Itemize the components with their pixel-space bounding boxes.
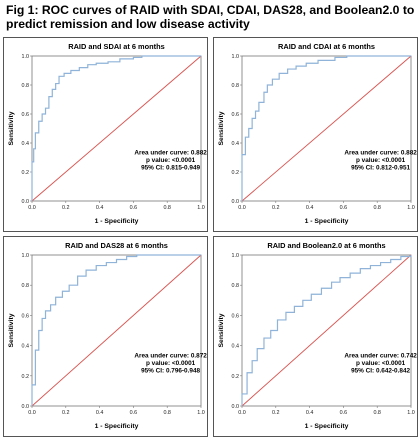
x-tick-label: 0.8 xyxy=(373,205,381,211)
auc-annotation-line: p value: <0.0001 xyxy=(356,360,406,367)
y-axis-label: Sensitivity xyxy=(8,111,15,145)
y-tick-label: 0.4 xyxy=(22,141,30,147)
x-tick-label: 0.8 xyxy=(163,205,171,211)
x-tick-label: 0.4 xyxy=(96,205,104,211)
x-tick-label: 0.6 xyxy=(130,410,138,416)
auc-annotation-line: 95% CI: 0.812-0.951 xyxy=(351,165,410,172)
x-tick-label: 0.6 xyxy=(340,410,348,416)
y-tick-label: 1.0 xyxy=(22,54,30,60)
reference-line xyxy=(31,254,202,407)
y-tick-label: 0.0 xyxy=(232,404,240,410)
y-tick-label: 0.8 xyxy=(22,283,30,289)
y-tick-label: 1.0 xyxy=(22,253,30,259)
x-tick-label: 0.6 xyxy=(130,205,138,211)
y-tick-label: 0.2 xyxy=(22,374,30,380)
auc-annotation-line: Area under curve: 0.882 xyxy=(344,150,417,157)
y-tick-label: 0.0 xyxy=(232,199,240,205)
y-tick-label: 0.2 xyxy=(22,170,30,176)
y-tick-label: 0.4 xyxy=(22,344,30,350)
x-tick-label: 0.0 xyxy=(28,410,36,416)
x-axis-label: 1 - Specificity xyxy=(305,423,349,430)
x-tick-label: 0.8 xyxy=(373,410,381,416)
x-tick-label: 0.2 xyxy=(62,410,70,416)
x-axis-label: 1 - Specificity xyxy=(95,423,139,430)
plot-frame xyxy=(241,254,412,407)
y-tick-label: 0.6 xyxy=(22,112,30,118)
x-tick-label: 0.8 xyxy=(163,410,171,416)
y-tick-label: 1.0 xyxy=(232,54,240,60)
roc-chart-svg: RAID and Boolean2.0 at 6 months 0.0 0.2 0.4… xyxy=(218,241,417,430)
auc-annotation-line: 95% CI: 0.796-0.948 xyxy=(141,368,200,375)
roc-panel-cdai: RAID and CDAI at 6 months 0.0 0.2 0.4 0.6 0.8… xyxy=(213,37,418,232)
x-tick-label: 1.0 xyxy=(197,205,205,211)
y-tick-label: 1.0 xyxy=(232,253,240,259)
auc-annotation-line: Area under curve: 0.872 xyxy=(134,353,207,360)
auc-annotation-line: p value: <0.0001 xyxy=(146,157,196,164)
roc-panel-das28: RAID and DAS28 at 6 months 0.0 0.2 0.4 0.6 0.… xyxy=(3,236,208,437)
y-tick-label: 0.0 xyxy=(22,199,30,205)
roc-curve xyxy=(31,55,201,201)
x-tick-label: 0.6 xyxy=(340,205,348,211)
roc-chart-svg: RAID and CDAI at 6 months 0.0 0.2 0.4 0.6 0.8… xyxy=(218,42,417,225)
roc-panel-sdai: RAID and SDAI at 6 months 0.0 0.2 0.4 0.6 0.8… xyxy=(3,37,208,232)
x-tick-label: 0.2 xyxy=(272,205,280,211)
auc-annotation-line: Area under curve: 0.882 xyxy=(134,150,207,157)
auc-annotation-line: p value: <0.0001 xyxy=(146,360,196,367)
auc-annotation-line: p value: <0.0001 xyxy=(356,157,406,164)
y-tick-label: 0.8 xyxy=(232,283,240,289)
x-tick-label: 0.0 xyxy=(238,410,246,416)
y-tick-label: 0.2 xyxy=(232,374,240,380)
reference-line xyxy=(241,55,412,202)
roc-curve xyxy=(241,255,412,406)
y-axis-label: Sensitivity xyxy=(8,313,15,347)
y-tick-label: 0.2 xyxy=(232,170,240,176)
plot-frame xyxy=(241,55,412,202)
y-axis-label: Sensitivity xyxy=(218,313,225,347)
roc-curve xyxy=(241,55,411,201)
x-tick-label: 0.4 xyxy=(306,205,314,211)
x-tick-label: 1.0 xyxy=(407,410,415,416)
x-axis-label: 1 - Specificity xyxy=(95,218,139,225)
x-tick-label: 0.4 xyxy=(96,410,104,416)
panel-title: RAID and CDAI at 6 months xyxy=(278,42,375,51)
x-tick-label: 0.2 xyxy=(272,410,280,416)
figure-title: Fig 1: ROC curves of RAID with SDAI, CDA… xyxy=(6,3,415,31)
y-tick-label: 0.4 xyxy=(232,344,240,350)
y-tick-label: 0.4 xyxy=(232,141,240,147)
y-tick-label: 0.6 xyxy=(232,112,240,118)
x-tick-label: 1.0 xyxy=(407,205,415,211)
y-tick-label: 0.8 xyxy=(232,83,240,89)
plot-frame xyxy=(31,254,202,407)
reference-line xyxy=(31,55,202,202)
panel-title: RAID and DAS28 at 6 months xyxy=(65,241,168,250)
y-axis-label: Sensitivity xyxy=(218,111,225,145)
roc-chart-svg: RAID and DAS28 at 6 months 0.0 0.2 0.4 0.6 0.… xyxy=(8,241,207,430)
roc-panel-boolean: RAID and Boolean2.0 at 6 months 0.0 0.2 0.4… xyxy=(213,236,418,437)
x-axis-label: 1 - Specificity xyxy=(305,218,349,225)
x-tick-label: 0.0 xyxy=(28,205,36,211)
reference-line xyxy=(241,254,412,407)
auc-annotation-line: 95% CI: 0.642-0.842 xyxy=(351,368,410,375)
x-tick-label: 0.0 xyxy=(238,205,246,211)
y-tick-label: 0.8 xyxy=(22,83,30,89)
x-tick-label: 0.2 xyxy=(62,205,70,211)
panel-title: RAID and SDAI at 6 months xyxy=(68,42,165,51)
x-tick-label: 0.4 xyxy=(306,410,314,416)
auc-annotation-line: 95% CI: 0.815-0.949 xyxy=(141,165,200,172)
y-tick-label: 0.6 xyxy=(22,313,30,319)
y-tick-label: 0.0 xyxy=(22,404,30,410)
y-tick-label: 0.6 xyxy=(232,313,240,319)
x-tick-label: 1.0 xyxy=(197,410,205,416)
plot-frame xyxy=(31,55,202,202)
panel-title: RAID and Boolean2.0 at 6 months xyxy=(267,241,385,250)
auc-annotation-line: Area under curve: 0.742 xyxy=(344,353,417,360)
roc-chart-svg: RAID and SDAI at 6 months 0.0 0.2 0.4 0.6 0.8… xyxy=(8,42,207,225)
roc-curve xyxy=(31,254,201,406)
